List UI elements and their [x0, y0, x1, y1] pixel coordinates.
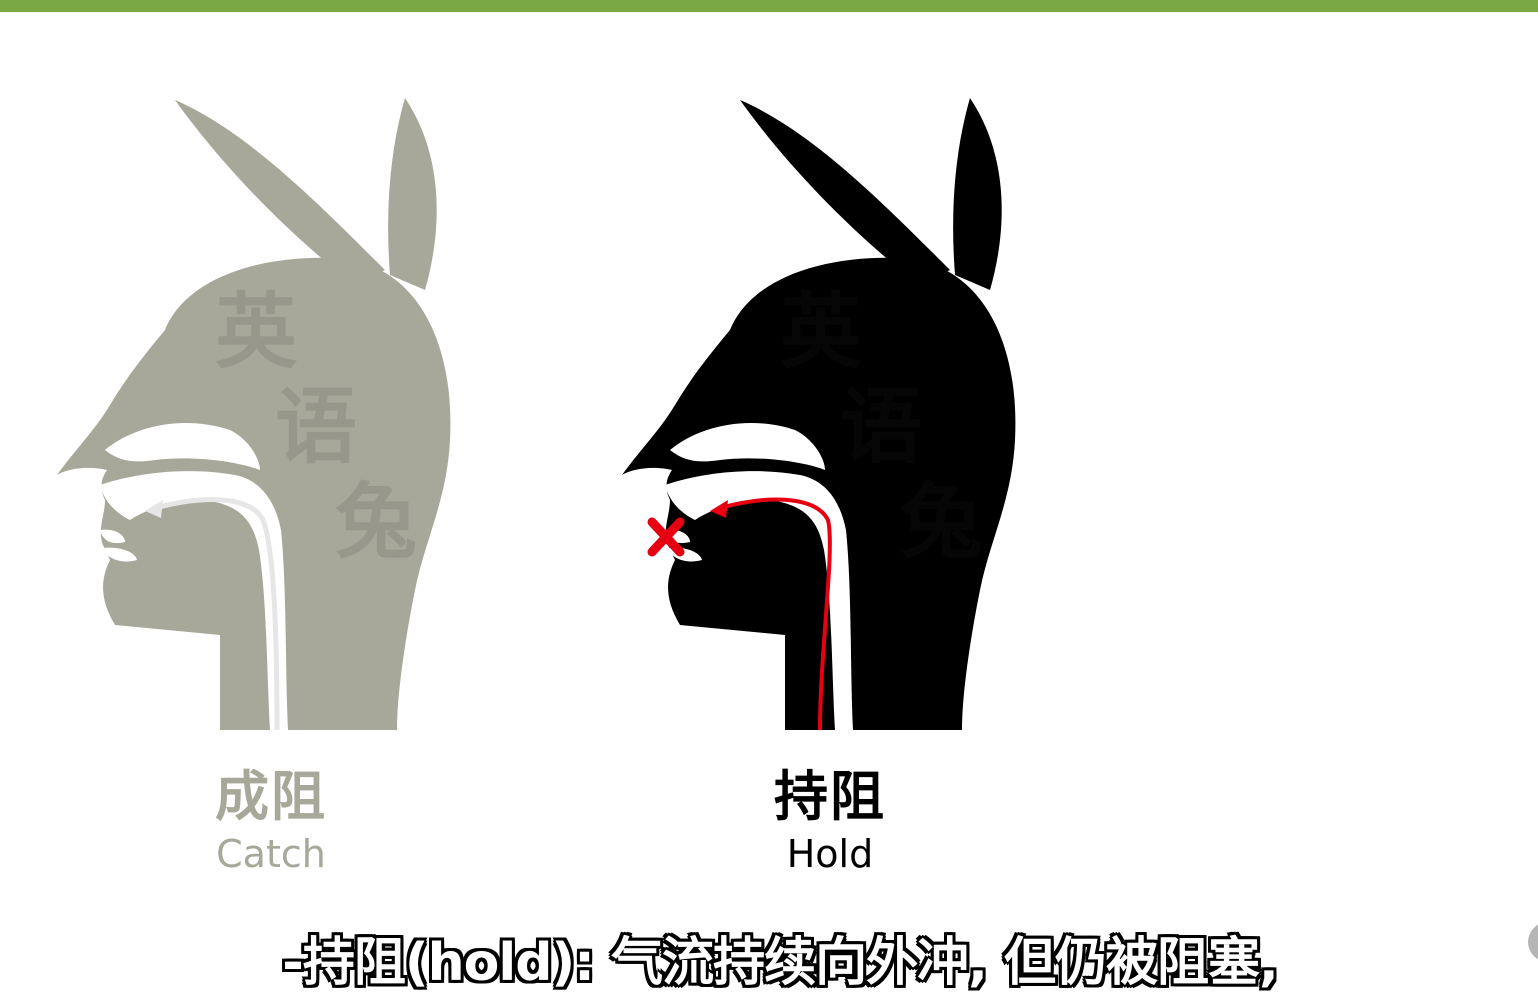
catch-head-svg: 英 语 兔 — [57, 98, 451, 731]
rabbit-ear-right — [953, 98, 1002, 290]
watermark-char-1: 英 — [215, 284, 298, 380]
catch-label-cn: 成阻 — [215, 764, 327, 828]
hold-label-cn: 持阻 — [774, 764, 886, 828]
rabbit-ear-left — [740, 100, 950, 285]
catch-airflow-arrowhead — [145, 500, 163, 518]
watermark-char-2: 语 — [840, 379, 922, 475]
blocked-x-icon — [647, 517, 685, 557]
watermark-char-2: 语 — [275, 379, 357, 475]
catch-label-en: Catch — [216, 832, 326, 876]
hold-label-en: Hold — [786, 832, 874, 876]
watermark-char-3: 兔 — [335, 474, 417, 570]
watermark: 英 语 兔 — [780, 284, 982, 570]
hold-head-diagram: 英 语 兔 — [610, 90, 1070, 740]
top-accent-bar — [0, 0, 1538, 12]
hold-airflow — [719, 497, 832, 731]
catch-head-diagram: 英 语 兔 — [45, 90, 505, 740]
watermark-char-3: 兔 — [900, 474, 982, 570]
rabbit-ear-left — [175, 100, 385, 285]
vocal-tract — [100, 422, 288, 730]
watermark: 英 语 兔 — [215, 284, 417, 570]
edge-button[interactable] — [1528, 922, 1538, 962]
watermark-char-1: 英 — [780, 284, 863, 380]
video-subtitle: -持阻(hold): 气流持续向外冲, 但仍被阻塞, — [282, 933, 1278, 993]
rabbit-ear-right — [388, 98, 437, 290]
hold-airflow-arrowhead — [710, 500, 728, 518]
hold-head-svg: 英 语 兔 — [622, 98, 1016, 731]
catch-airflow — [154, 497, 280, 731]
